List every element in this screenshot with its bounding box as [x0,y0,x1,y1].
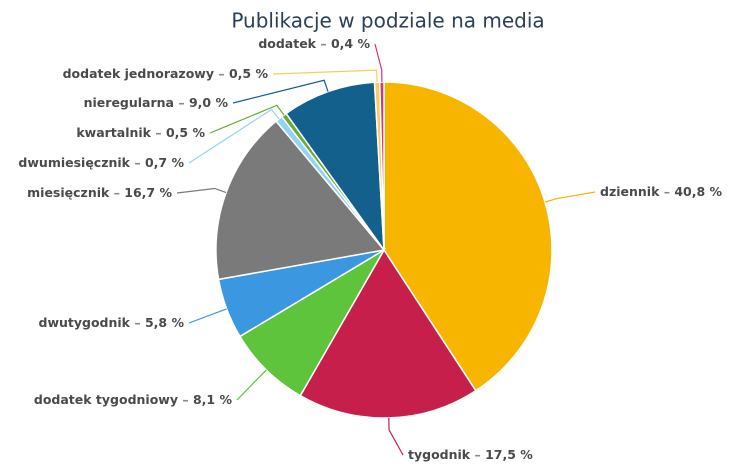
category-label: dodatek tygodniowy [34,392,178,407]
value-label: 16,7 % [124,185,172,200]
data-label: dwumiesięcznik – 0,7 % [18,155,184,170]
data-label: nieregularna – 9,0 % [84,95,229,110]
data-label: dodatek jednorazowy – 0,5 % [63,66,269,81]
category-label: nieregularna [84,95,174,110]
separator: – [114,185,120,200]
chart-title: Publikacje w podziale na media [231,9,544,33]
value-label: 0,4 % [331,36,370,51]
data-label: dodatek tygodniowy – 8,1 % [34,392,233,407]
category-label: kwartalnik [76,125,151,140]
category-label: dodatek jednorazowy [63,66,214,81]
separator: – [320,36,326,51]
connector [188,308,227,324]
value-label: 9,0 % [189,95,228,110]
value-label: 8,1 % [193,392,232,407]
data-label: dziennik – 40,8 % [600,184,723,199]
separator: – [182,392,188,407]
separator: – [178,95,184,110]
pie-slice [379,81,385,251]
data-label: dwutygodnik – 5,8 % [39,315,185,330]
connector [272,69,378,83]
separator: – [134,155,140,170]
separator: – [155,125,161,140]
category-label: dziennik [600,184,660,199]
pie-slice [215,120,386,281]
value-label: 0,5 % [166,125,205,140]
category-label: dwutygodnik [39,315,131,330]
value-label: 17,5 % [485,447,533,462]
value-label: 40,8 % [674,184,722,199]
connector [209,104,285,134]
connector [236,369,267,401]
value-label: 5,8 % [145,315,184,330]
category-label: miesięcznik [27,185,110,200]
connector [374,43,383,83]
separator: – [664,184,670,199]
connector [188,108,280,164]
data-label: dodatek – 0,4 % [258,36,370,51]
category-label: tygodnik [408,447,471,462]
connector [544,191,596,203]
data-label: tygodnik – 17,5 % [408,447,533,462]
connector [388,417,404,456]
pie-slice [285,81,385,253]
value-label: 0,5 % [229,66,268,81]
data-label: kwartalnik – 0,5 % [76,125,205,140]
category-label: dwumiesięcznik [18,155,130,170]
value-label: 0,7 % [145,155,184,170]
separator: – [474,447,480,462]
data-label: miesięcznik – 16,7 % [27,185,172,200]
category-label: dodatek [258,36,316,51]
connector [176,187,227,194]
separator: – [134,315,140,330]
connector [232,79,329,104]
separator: – [218,66,224,81]
